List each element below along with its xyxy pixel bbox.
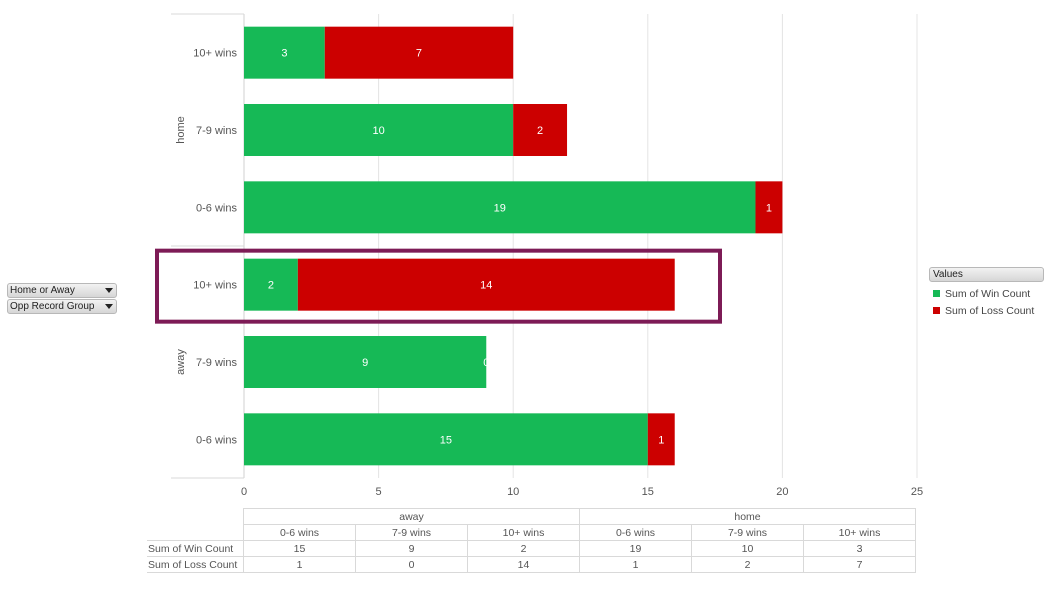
bar-data-label: 1 — [658, 434, 664, 446]
x-tick-label: 0 — [241, 486, 247, 498]
bar-win — [244, 413, 648, 466]
table-column-header: 10+ wins — [467, 524, 580, 541]
bar-data-label: 2 — [537, 125, 543, 137]
table-cell: 2 — [467, 540, 580, 557]
bar-win — [244, 181, 756, 234]
table-row-label: Sum of Win Count — [147, 540, 244, 557]
bar-data-label: 2 — [268, 280, 274, 292]
table-column-header: 7-9 wins — [691, 524, 804, 541]
table-cell: 3 — [803, 540, 916, 557]
table-group-header: home — [579, 508, 916, 525]
legend-title[interactable]: Values — [929, 267, 1044, 282]
table-cell: 19 — [579, 540, 692, 557]
bar-data-label: 15 — [440, 434, 452, 446]
table-cell: 15 — [243, 540, 356, 557]
legend-swatch — [933, 307, 940, 314]
bar-loss — [513, 104, 568, 156]
highlight-box — [155, 248, 722, 324]
y-tick-label: 0-6 wins — [196, 202, 237, 214]
y-tick-label: 10+ wins — [193, 280, 237, 292]
table-cell: 2 — [691, 556, 804, 573]
legend-item-win: Sum of Win Count — [933, 288, 1030, 300]
data-table: away home 0-6 wins 7-9 wins 10+ wins 0-6… — [147, 508, 916, 573]
table-cell: 7 — [803, 556, 916, 573]
table-column-header: 7-9 wins — [355, 524, 468, 541]
legend-swatch — [933, 290, 940, 297]
table-column-row: 0-6 wins 7-9 wins 10+ wins 0-6 wins 7-9 … — [147, 524, 916, 541]
legend-label: Sum of Loss Count — [945, 305, 1035, 317]
x-tick-label: 25 — [911, 486, 923, 498]
x-tick-label: 20 — [776, 486, 788, 498]
bar-data-label: 9 — [362, 357, 368, 369]
table-column-header: 0-6 wins — [243, 524, 356, 541]
table-cell: 1 — [243, 556, 356, 573]
x-tick-label: 10 — [507, 486, 519, 498]
bar-data-label: 7 — [416, 48, 422, 60]
bar-data-label: 14 — [480, 280, 492, 292]
y-tick-label: 10+ wins — [193, 48, 237, 60]
bar-data-label: 3 — [281, 48, 287, 60]
table-cell: 0 — [355, 556, 468, 573]
y-tick-label: 7-9 wins — [196, 357, 237, 369]
table-column-header: 10+ wins — [803, 524, 916, 541]
x-tick-label: 15 — [642, 486, 654, 498]
x-tick-label: 5 — [376, 486, 382, 498]
bar-win — [244, 104, 514, 156]
bar-data-label: 10 — [372, 125, 384, 137]
bar-win — [244, 26, 325, 79]
group-label: away — [175, 349, 187, 375]
table-cell: 10 — [691, 540, 804, 557]
bar-loss — [647, 413, 675, 466]
bar-win — [244, 258, 298, 311]
filter-home-or-away[interactable]: Home or Away — [7, 283, 117, 298]
table-cell: 1 — [579, 556, 692, 573]
legend-label: Sum of Win Count — [945, 288, 1031, 300]
y-tick-label: 7-9 wins — [196, 125, 237, 137]
filter-label: Home or Away — [10, 285, 75, 296]
dropdown-arrow-icon — [105, 288, 113, 293]
dropdown-arrow-icon — [105, 304, 113, 309]
table-row: Sum of Loss Count 1 0 14 1 2 7 — [147, 556, 916, 573]
y-tick-label: 0-6 wins — [196, 434, 237, 446]
bar-loss — [324, 26, 514, 79]
table-group-header: away — [243, 508, 580, 525]
bar-data-label: 1 — [766, 202, 772, 214]
filter-opp-record-group[interactable]: Opp Record Group — [7, 299, 117, 314]
table-group-row: away home — [147, 508, 916, 525]
table-row: Sum of Win Count 15 9 2 19 10 3 — [147, 540, 916, 557]
table-cell: 9 — [355, 540, 468, 557]
bar-data-label: 0 — [483, 357, 489, 369]
filter-label: Opp Record Group — [10, 301, 95, 312]
table-column-header: 0-6 wins — [579, 524, 692, 541]
bar-data-label: 19 — [494, 202, 506, 214]
bar-loss — [755, 181, 783, 234]
bar-loss — [297, 258, 675, 311]
group-label: home — [175, 116, 187, 144]
table-row-label: Sum of Loss Count — [147, 556, 244, 573]
table-cell: 14 — [467, 556, 580, 573]
legend-item-loss: Sum of Loss Count — [933, 305, 1034, 317]
bar-win — [244, 336, 487, 388]
